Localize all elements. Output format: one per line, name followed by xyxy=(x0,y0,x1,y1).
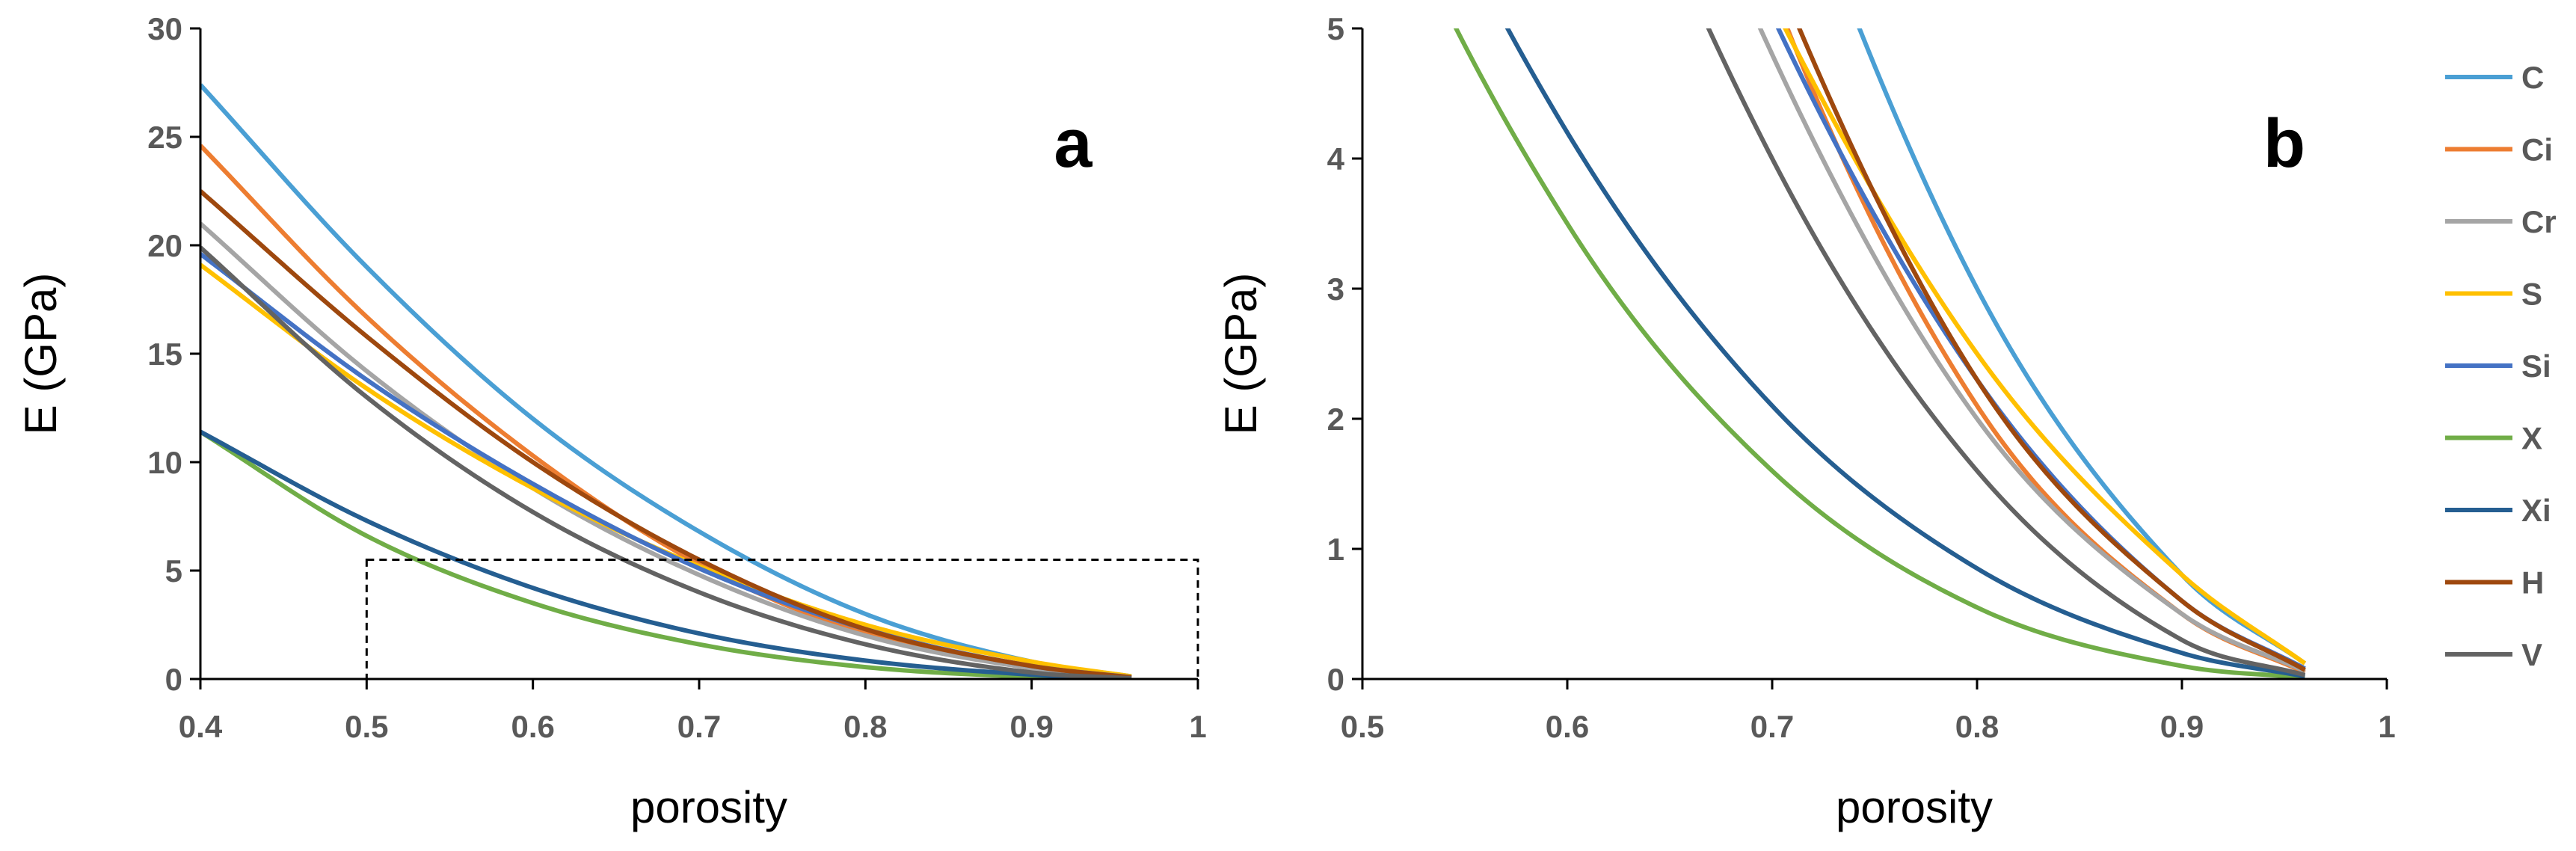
x-tick-label: 0.5 xyxy=(1341,709,1384,744)
x-tick-label: 0.6 xyxy=(1546,709,1589,744)
x-tick-label: 1 xyxy=(2378,709,2395,744)
panel-a-curves xyxy=(200,83,1132,679)
panel-b-curves xyxy=(1453,28,2307,679)
legend-label-Si: Si xyxy=(2521,348,2551,384)
series-line-Si xyxy=(200,252,1132,679)
panel-b-ticks: 0 1 2 3 4 5 0.5 0.6 0.7 0.8 0.9 1 xyxy=(1327,11,2396,744)
y-tick-label: 15 xyxy=(147,337,182,372)
series-line-H xyxy=(200,189,1132,679)
series-line-V xyxy=(200,245,1132,679)
panel-a-label: a xyxy=(1054,105,1092,182)
series-line-X xyxy=(1453,28,2305,679)
series-line-S xyxy=(200,262,1132,679)
series-line-Xi xyxy=(1504,28,2305,679)
legend-label-H: H xyxy=(2521,565,2544,600)
legend-label-S: S xyxy=(2521,277,2542,312)
panel-a-ticks: 0 5 10 15 20 25 30 0.4 0.5 0.6 0.7 0.8 0.9 1 xyxy=(147,11,1206,744)
legend-label-V: V xyxy=(2521,637,2542,672)
legend: C Ci Cr S Si X Xi H V xyxy=(2445,60,2557,672)
y-tick-label: 0 xyxy=(1327,662,1344,697)
series-line-Cr xyxy=(1757,28,2306,674)
panel-b-x-title: porosity xyxy=(1836,782,1993,832)
x-tick-label: 0.9 xyxy=(1009,709,1053,744)
panel-a-x-title: porosity xyxy=(630,782,787,832)
panel-b-label: b xyxy=(2263,105,2305,182)
x-tick-label: 0.4 xyxy=(179,709,223,744)
legend-label-Cr: Cr xyxy=(2521,204,2557,239)
y-tick-label: 25 xyxy=(147,120,182,155)
legend-label-Xi: Xi xyxy=(2521,493,2551,528)
series-line-S xyxy=(1783,28,2307,666)
x-tick-label: 0.8 xyxy=(1955,709,1999,744)
legend-label-Ci: Ci xyxy=(2521,132,2553,168)
y-tick-label: 10 xyxy=(147,445,182,480)
y-tick-label: 1 xyxy=(1327,532,1344,567)
series-line-C xyxy=(200,83,1132,679)
series-line-Xi xyxy=(200,429,1132,679)
x-tick-label: 0.5 xyxy=(345,709,388,744)
x-tick-label: 0.7 xyxy=(1750,709,1794,744)
series-line-C xyxy=(1857,28,2307,666)
x-tick-label: 0.7 xyxy=(677,709,721,744)
y-tick-label: 30 xyxy=(147,11,182,46)
y-tick-label: 5 xyxy=(1327,11,1344,46)
x-tick-label: 1 xyxy=(1189,709,1206,744)
series-line-H xyxy=(1797,28,2306,672)
series-line-V xyxy=(1706,28,2306,678)
legend-label-C: C xyxy=(2521,60,2544,95)
y-tick-label: 3 xyxy=(1327,271,1344,307)
series-line-Si xyxy=(1775,28,2306,671)
y-tick-label: 4 xyxy=(1327,141,1345,176)
x-tick-label: 0.6 xyxy=(511,709,554,744)
x-tick-label: 0.9 xyxy=(2160,709,2204,744)
panel-a: 0 5 10 15 20 25 30 0.4 0.5 0.6 0.7 0.8 0.9 1 porosity… xyxy=(16,11,1207,832)
series-line-Ci xyxy=(1785,28,2306,675)
legend-label-X: X xyxy=(2521,421,2542,456)
series-line-X xyxy=(200,429,1132,679)
panel-b-y-title: E (GPa) xyxy=(1216,273,1266,435)
series-line-Ci xyxy=(200,144,1132,679)
panel-a-y-title: E (GPa) xyxy=(16,273,66,435)
y-tick-label: 2 xyxy=(1327,402,1344,437)
y-tick-label: 0 xyxy=(165,662,182,697)
x-tick-label: 0.8 xyxy=(843,709,887,744)
y-tick-label: 5 xyxy=(165,553,182,589)
y-tick-label: 20 xyxy=(147,228,182,263)
